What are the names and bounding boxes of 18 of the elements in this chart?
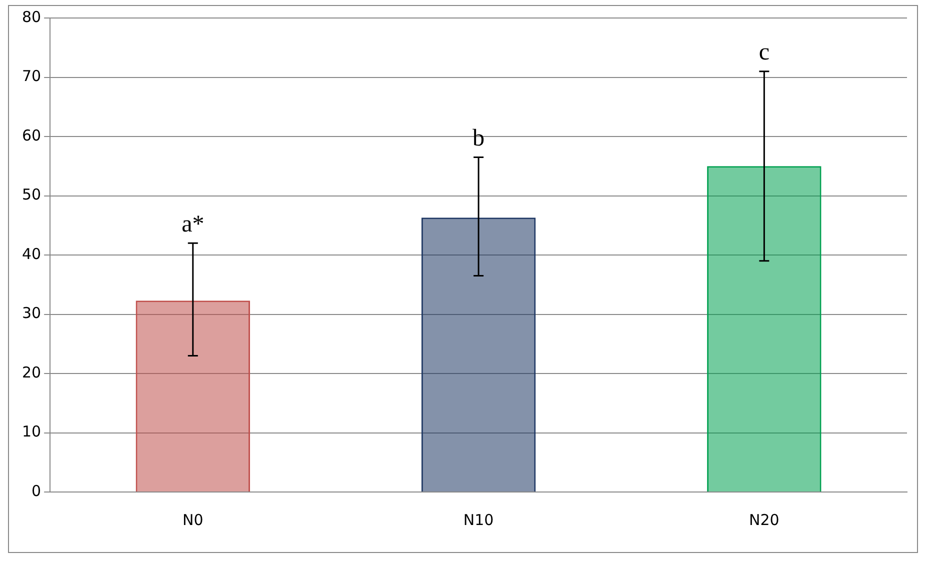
x-tick-label: N0 [182, 510, 204, 529]
y-tick-label: 30 [22, 304, 42, 322]
x-tick-label: N20 [749, 510, 780, 529]
y-tick-label: 80 [22, 8, 42, 26]
y-tick-label: 10 [22, 422, 42, 441]
y-tick-label: 70 [22, 67, 42, 86]
y-tick-label: 20 [22, 363, 42, 382]
bar [707, 166, 822, 492]
annotation: c [758, 40, 770, 66]
bar [136, 300, 250, 492]
y-tick-label: 60 [22, 126, 42, 144]
annotation: b [472, 126, 485, 152]
bar [421, 218, 536, 492]
y-tick-label: 50 [22, 186, 42, 204]
y-tick-label: 0 [32, 482, 42, 500]
annotation: a* [182, 211, 204, 238]
x-tick-label: N10 [463, 510, 494, 529]
y-tick-label: 40 [22, 244, 42, 263]
